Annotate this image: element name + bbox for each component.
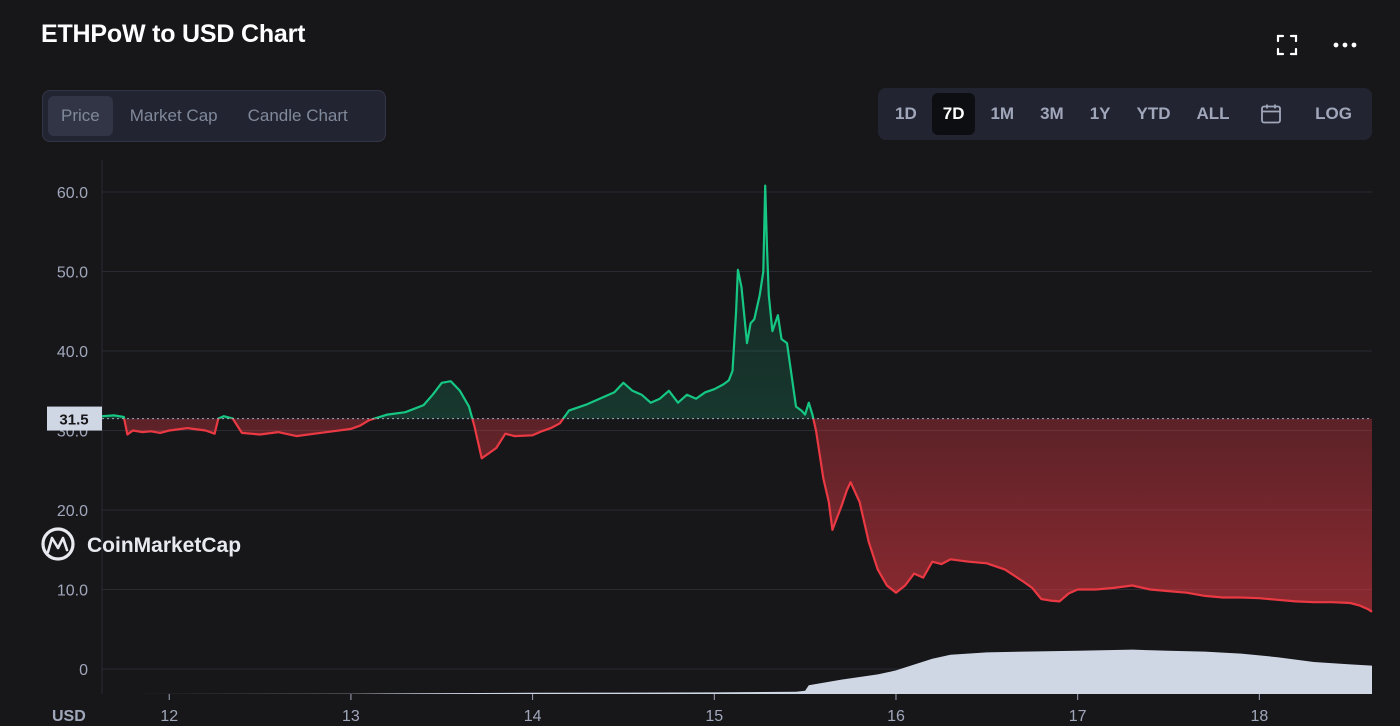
current-price-box xyxy=(47,406,102,431)
y-tick-label: 0 xyxy=(79,662,88,679)
price-line-up xyxy=(101,184,815,419)
log-scale-toggle[interactable]: LOG xyxy=(1315,104,1352,123)
x-tick-label: 18 xyxy=(1250,708,1268,725)
range-all[interactable]: ALL xyxy=(1196,104,1230,123)
coinmarketcap-logo: CoinMarketCap xyxy=(41,527,241,561)
range-3m[interactable]: 3M xyxy=(1040,104,1064,123)
tab-price[interactable]: Price xyxy=(48,96,113,136)
y-tick-label: 60.0 xyxy=(57,185,88,202)
area-below-baseline xyxy=(124,418,1372,612)
tab-candle-chart[interactable]: Candle Chart xyxy=(247,106,348,125)
fullscreen-icon[interactable] xyxy=(1272,30,1302,60)
more-horizontal-icon[interactable] xyxy=(1330,30,1360,60)
x-tick-label: 17 xyxy=(1069,708,1087,725)
x-axis: 12 13 14 15 16 17 18 xyxy=(160,694,1268,725)
price-line-down xyxy=(123,418,1373,613)
x-tick-label: 15 xyxy=(705,708,723,725)
y-tick-label: 50.0 xyxy=(57,265,88,282)
y-axis: 010.020.030.040.050.060.0 xyxy=(57,185,88,679)
chart-type-tabs: Price Market Cap Candle Chart xyxy=(42,90,386,142)
y-tick-label: 40.0 xyxy=(57,344,88,361)
watermark-text: CoinMarketCap xyxy=(87,534,241,557)
range-7d[interactable]: 7D xyxy=(931,93,976,135)
tab-market-cap[interactable]: Market Cap xyxy=(129,106,218,125)
current-price-text: 31.5 xyxy=(59,412,88,429)
range-1y[interactable]: 1Y xyxy=(1089,104,1111,123)
calendar-icon[interactable] xyxy=(1251,93,1291,135)
page-title: ETHPoW to USD Chart xyxy=(41,20,306,48)
x-tick-label: 16 xyxy=(887,708,905,725)
currency-label: USD xyxy=(52,708,86,725)
range-1d[interactable]: 1D xyxy=(895,104,917,123)
y-tick-label: 20.0 xyxy=(57,503,88,520)
time-range-tabs: 1D 7D 1M 3M 1Y YTD ALL LOG xyxy=(878,88,1372,140)
current-price-label: 31.5 xyxy=(47,406,102,431)
range-1m[interactable]: 1M xyxy=(990,104,1015,123)
range-ytd[interactable]: YTD xyxy=(1136,104,1171,123)
x-tick-label: 14 xyxy=(524,708,542,725)
x-tick-label: 13 xyxy=(342,708,360,725)
x-tick-label: 12 xyxy=(160,708,178,725)
y-tick-label: 10.0 xyxy=(57,583,88,600)
volume-area xyxy=(102,649,1372,694)
